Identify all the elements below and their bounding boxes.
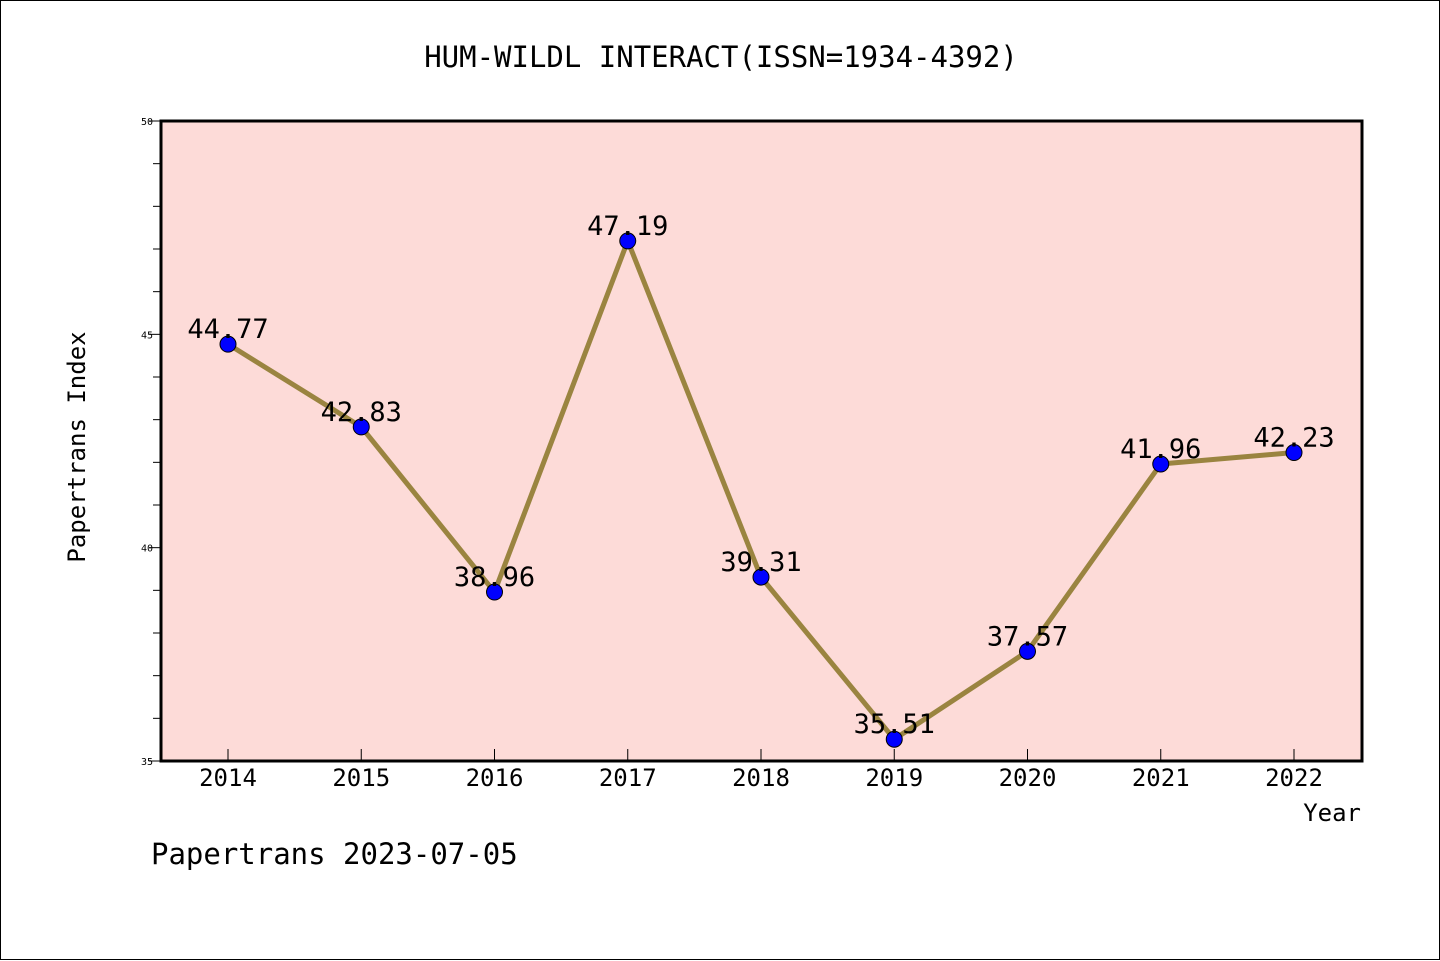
y-tick-label: 50 — [141, 117, 153, 128]
x-tick-label: 2020 — [999, 764, 1057, 792]
data-label: 38.96 — [454, 562, 535, 593]
data-label: 35.51 — [854, 709, 935, 740]
y-axis-label: Papertrans Index — [63, 331, 91, 562]
y-tick-label: 40 — [141, 544, 153, 555]
data-point — [1285, 444, 1303, 462]
data-point — [219, 335, 237, 353]
data-point — [752, 568, 770, 586]
data-point — [619, 232, 637, 250]
data-label: 41.96 — [1120, 434, 1201, 465]
data-label: 47.19 — [587, 211, 668, 242]
x-tick-label: 2021 — [1132, 764, 1190, 792]
chart-title: HUM-WILDL INTERACT(ISSN=1934-4392) — [424, 40, 1018, 74]
x-axis: 2014 2015 2016 2017 2018 2019 2020 2021 2022 — [199, 749, 1323, 792]
series-line-group: 44.77 42.83 38.96 47.19 39.31 35.51 37.57 41.96… — [187, 211, 1335, 748]
footer-note: Papertrans 2023-07-05 — [151, 837, 518, 871]
x-tick-label: 2019 — [865, 764, 923, 792]
data-label: 44.77 — [187, 314, 268, 345]
y-axis: 35 40 45 50 — [141, 117, 161, 768]
data-label: 37.57 — [987, 621, 1068, 652]
plot-area — [161, 121, 1362, 761]
x-tick-label: 2017 — [599, 764, 657, 792]
y-tick-label: 45 — [141, 330, 153, 341]
x-axis-label: Year — [1303, 799, 1361, 827]
data-point — [885, 730, 903, 748]
data-point — [352, 418, 370, 436]
x-tick-label: 2015 — [332, 764, 390, 792]
x-tick-label: 2016 — [466, 764, 524, 792]
y-tick-label: 35 — [141, 757, 153, 768]
x-tick-label: 2022 — [1265, 764, 1323, 792]
data-point — [486, 583, 503, 601]
data-point — [1019, 642, 1036, 660]
data-label: 42.83 — [321, 397, 402, 428]
x-tick-label: 2014 — [199, 764, 257, 792]
x-tick-label: 2018 — [732, 764, 790, 792]
data-point — [1152, 455, 1170, 473]
plot-border — [159, 119, 1364, 763]
data-label: 42.23 — [1253, 423, 1334, 454]
data-label: 39.31 — [720, 547, 801, 578]
